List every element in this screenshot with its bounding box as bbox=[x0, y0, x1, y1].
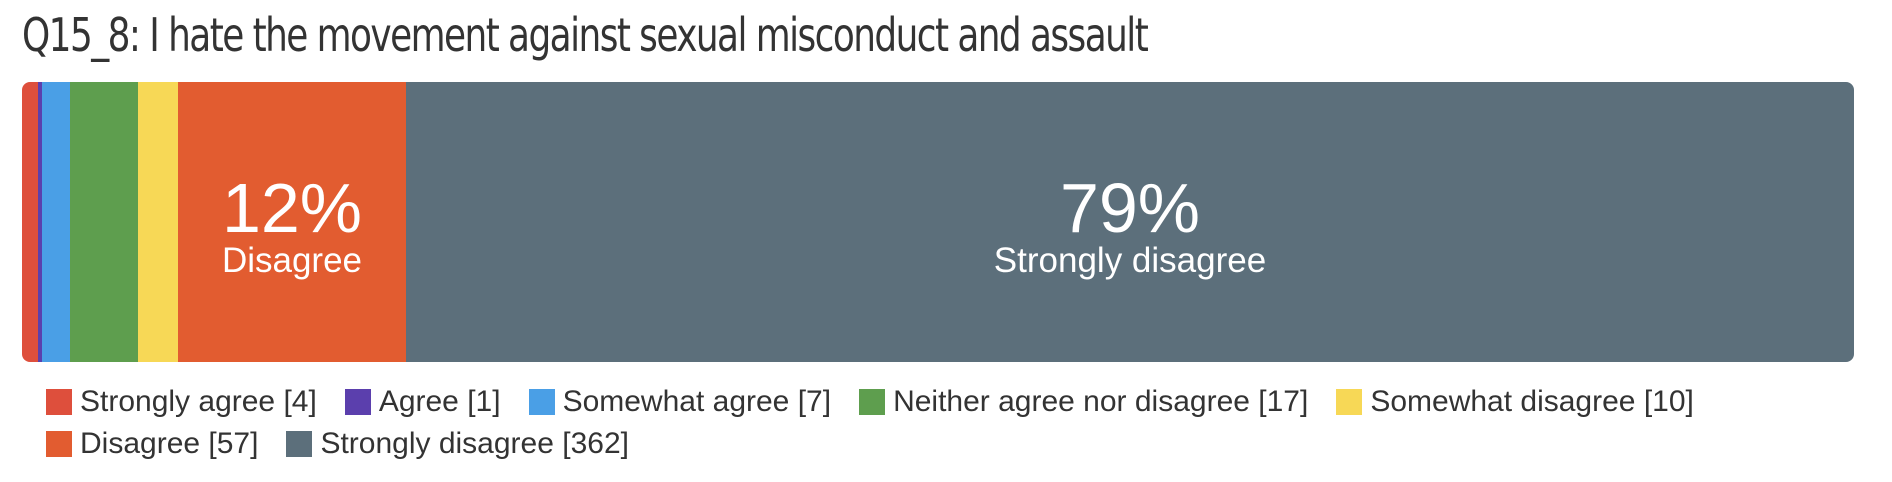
legend-item-agree: Agree [1] bbox=[344, 384, 501, 420]
legend-item-disagree: Disagree [57] bbox=[46, 426, 258, 462]
legend-swatch bbox=[46, 389, 72, 415]
bar-segment-strongly-disagree bbox=[406, 82, 1854, 362]
legend-label: Somewhat agree [7] bbox=[562, 385, 832, 418]
bar-segments bbox=[22, 82, 1854, 362]
bar-segment-somewhat-disagree bbox=[138, 82, 179, 362]
chart-title: Q15_8: I hate the movement against sexua… bbox=[22, 8, 1149, 62]
legend-item-somewhat-disagree: Somewhat disagree [10] bbox=[1336, 384, 1694, 420]
legend-swatch bbox=[528, 389, 555, 415]
legend-label: Strongly agree [4] bbox=[80, 385, 317, 418]
legend-label: Neither agree nor disagree [17] bbox=[893, 385, 1309, 418]
legend-item-neither-agree-nor-disagree: Neither agree nor disagree [17] bbox=[859, 384, 1308, 420]
stacked-bar-svg: 12%Disagree 79%Strongly disagree bbox=[22, 82, 1854, 362]
legend-swatch bbox=[286, 431, 313, 457]
legend-label: Agree [1] bbox=[378, 385, 501, 418]
legend-label: Strongly disagree [362] bbox=[320, 427, 629, 460]
legend-item-somewhat-agree: Somewhat agree [7] bbox=[528, 384, 832, 420]
legend-label: Somewhat disagree [10] bbox=[1370, 385, 1694, 418]
stacked-bar-chart: 12% Disagree 79% Strongly disagree bbox=[22, 82, 1854, 362]
legend-item-strongly-agree: Strongly agree [4] bbox=[46, 384, 317, 420]
segment-label-strongly-disagree: Strongly disagree bbox=[994, 241, 1266, 280]
bar-segment-strongly-agree bbox=[22, 82, 39, 362]
segment-labels: 12%Disagree 79%Strongly disagree bbox=[222, 169, 1266, 280]
legend-swatch bbox=[859, 389, 886, 415]
bar-segment-disagree bbox=[178, 82, 407, 362]
legend: Strongly agree [4] Agree [1] Somewhat agre… bbox=[46, 384, 1866, 462]
legend-swatch bbox=[46, 431, 72, 457]
legend-swatch bbox=[1336, 389, 1363, 415]
segment-percent-strongly-disagree: 79% bbox=[1060, 169, 1200, 247]
segment-percent-disagree: 12% bbox=[222, 169, 362, 247]
legend-item-strongly-disagree: Strongly disagree [362] bbox=[286, 426, 629, 462]
bar-segment-somewhat-agree bbox=[42, 82, 71, 362]
bar-segment-agree bbox=[38, 82, 43, 362]
bar-segment-neither-agree-nor-disagree bbox=[70, 82, 139, 362]
segment-label-disagree: Disagree bbox=[222, 241, 362, 280]
legend-swatch bbox=[344, 389, 371, 415]
legend-label: Disagree [57] bbox=[80, 427, 259, 460]
